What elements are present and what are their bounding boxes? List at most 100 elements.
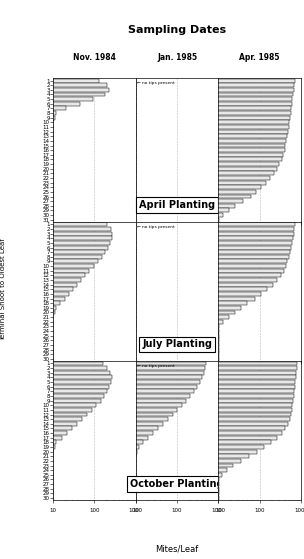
Bar [0, 473, 136, 477]
Bar [0, 241, 292, 245]
Bar [0, 468, 136, 472]
Bar [0, 306, 241, 310]
Bar [0, 106, 136, 110]
Bar [0, 431, 282, 435]
Bar [0, 236, 112, 240]
Bar [0, 403, 96, 407]
Bar [0, 435, 278, 440]
Bar [0, 301, 136, 305]
Bar [0, 273, 281, 277]
Bar [0, 454, 54, 458]
Bar [0, 204, 235, 208]
Bar [0, 278, 81, 282]
Bar [0, 445, 264, 449]
Bar [0, 79, 136, 83]
Bar [0, 259, 136, 263]
Bar [0, 477, 136, 481]
Bar [0, 185, 261, 189]
Bar [0, 283, 136, 287]
Bar [0, 148, 54, 152]
Bar [0, 487, 219, 491]
Bar [0, 445, 55, 449]
Bar [0, 385, 109, 389]
Bar [0, 463, 136, 467]
Bar [0, 278, 136, 282]
Bar [0, 111, 57, 115]
Bar [0, 97, 93, 101]
Bar [0, 259, 287, 263]
Bar [0, 482, 219, 486]
Bar [0, 297, 136, 301]
Bar [0, 352, 136, 356]
Bar [0, 231, 293, 235]
Bar [0, 255, 289, 259]
Bar [0, 222, 107, 226]
Bar [0, 264, 136, 268]
Bar [0, 440, 271, 444]
Bar [0, 376, 295, 380]
Bar [0, 403, 292, 407]
Bar [0, 83, 136, 87]
Bar [0, 385, 197, 389]
Bar [0, 408, 177, 412]
Bar [0, 417, 168, 421]
Bar [0, 125, 288, 129]
Bar [0, 172, 136, 176]
Bar [0, 167, 277, 170]
Bar [0, 297, 254, 301]
Bar [0, 120, 136, 124]
Bar [0, 181, 136, 184]
Bar [0, 376, 202, 380]
Bar [0, 269, 136, 273]
Bar [0, 413, 87, 416]
Bar [0, 88, 109, 92]
Bar [0, 269, 284, 273]
Bar [0, 320, 54, 324]
Bar [0, 102, 136, 106]
Bar [0, 158, 54, 162]
Bar [0, 463, 54, 467]
Bar [0, 130, 288, 134]
Bar [0, 482, 54, 486]
Bar [0, 306, 57, 310]
Bar [0, 273, 85, 277]
Bar [0, 250, 105, 254]
Bar [0, 83, 294, 87]
Bar [0, 190, 54, 194]
Bar [0, 390, 107, 394]
Bar [0, 394, 104, 398]
Bar [0, 491, 54, 495]
Text: Nov. 1984: Nov. 1984 [73, 53, 116, 62]
Bar [0, 435, 148, 440]
Bar [0, 209, 136, 212]
Bar [0, 422, 288, 426]
Bar [0, 148, 136, 152]
Bar [0, 185, 54, 189]
Bar [0, 329, 54, 333]
Bar [0, 241, 110, 245]
Bar [0, 167, 54, 170]
Bar [0, 231, 112, 235]
Bar [0, 310, 55, 315]
Bar [0, 422, 77, 426]
Bar [0, 348, 219, 352]
Bar [0, 487, 54, 491]
Bar [0, 459, 241, 463]
Bar [0, 130, 54, 134]
Bar [0, 111, 291, 115]
Bar [0, 158, 136, 162]
Bar [0, 352, 54, 356]
Bar [0, 338, 219, 342]
Bar [0, 139, 136, 143]
Bar [0, 449, 257, 453]
Bar [0, 357, 136, 361]
Bar [0, 199, 54, 203]
Bar [0, 496, 54, 500]
Bar [0, 315, 229, 319]
Bar [0, 130, 136, 134]
Bar [0, 125, 136, 129]
Bar [0, 199, 136, 203]
Bar [0, 334, 54, 338]
Bar [0, 134, 54, 138]
Bar [0, 116, 55, 120]
